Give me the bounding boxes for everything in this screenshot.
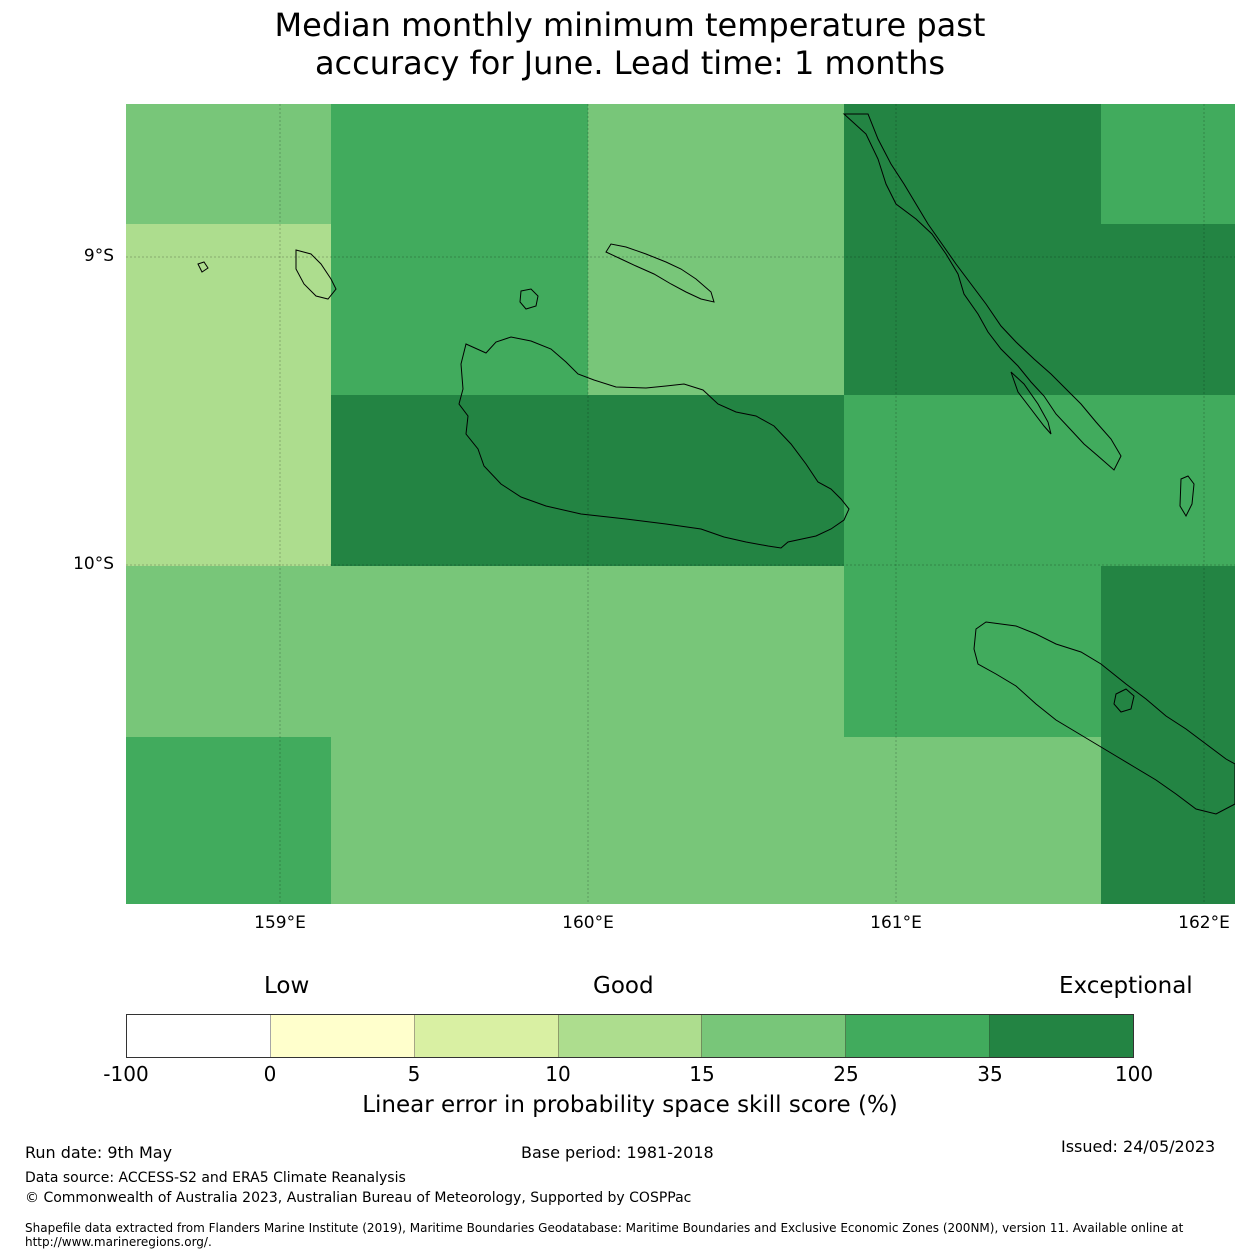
map-svg (126, 104, 1235, 904)
colorbar-segment (990, 1015, 1134, 1057)
island-malaita-north (1010, 371, 1052, 435)
grid-cell (126, 104, 331, 224)
colorbar (126, 1014, 1134, 1058)
grid-cell (331, 104, 588, 395)
shapefile-credit: Shapefile data extracted from Flanders M… (25, 1221, 1184, 1249)
grid-cell (844, 395, 1235, 566)
grid-cell (126, 224, 331, 566)
legend-good-label: Good (593, 973, 654, 999)
grid-cell (844, 104, 1101, 224)
island-russell (295, 249, 337, 300)
grid-cell (844, 224, 1235, 395)
legend-low-label: Low (264, 973, 310, 999)
colorbar-label: Linear error in probability space skill … (362, 1092, 898, 1118)
colorbar-segment (558, 1015, 703, 1057)
colorbar-segment (702, 1015, 847, 1057)
lon-label-161e: 161°E (870, 913, 922, 933)
colorbar-tick: 0 (263, 1062, 277, 1086)
copyright: © Commonwealth of Australia 2023, Austra… (25, 1190, 692, 1206)
island-small-east (1179, 475, 1195, 518)
grid-cell (844, 566, 1101, 737)
colorbar-tick: 15 (689, 1062, 715, 1086)
colorbar-segment (846, 1015, 991, 1057)
base-period: Base period: 1981-2018 (521, 1143, 714, 1162)
chart-title: Median monthly minimum temperature past … (0, 6, 1260, 82)
colorbar-tick: 10 (545, 1062, 571, 1086)
title-line-1: Median monthly minimum temperature past (274, 6, 986, 44)
colorbar-tick: 25 (833, 1062, 859, 1086)
island-isabel (842, 113, 1122, 471)
island-makira (973, 621, 1235, 815)
grid-cell (1101, 566, 1235, 904)
colorbar-tick: 100 (1114, 1062, 1154, 1086)
island-small-west (197, 261, 209, 273)
skill-grid (126, 104, 1235, 904)
lat-label-9s: 9°S (83, 246, 114, 266)
grid-cell (126, 566, 844, 737)
colorbar-tick: 5 (407, 1062, 421, 1086)
colorbar-segment (414, 1015, 559, 1057)
grid-cell (1101, 104, 1235, 224)
colorbar-segment (127, 1015, 271, 1057)
island-ulawa (1113, 688, 1135, 713)
legend-exceptional-label: Exceptional (1059, 973, 1193, 999)
lon-label-160e: 160°E (562, 913, 614, 933)
title-line-2: accuracy for June. Lead time: 1 months (314, 44, 946, 82)
issued-date: Issued: 24/05/2023 (1061, 1137, 1216, 1156)
colorbar-tick: -100 (103, 1062, 149, 1086)
grid-cell (331, 395, 844, 566)
run-date: Run date: 9th May (25, 1143, 173, 1162)
coastlines (197, 113, 1235, 815)
grid-cell (331, 737, 1101, 904)
lat-label-10s: 10°S (73, 554, 114, 574)
lon-label-159e: 159°E (254, 913, 306, 933)
island-savo (519, 288, 539, 310)
colorbar-segment (270, 1015, 415, 1057)
grid-cell (126, 737, 331, 904)
graticule (126, 104, 1235, 904)
lon-label-162e: 162°E (1178, 913, 1230, 933)
data-source: Data source: ACCESS-S2 and ERA5 Climate … (25, 1170, 406, 1186)
map-panel (126, 104, 1235, 904)
colorbar-tick: 35 (977, 1062, 1003, 1086)
island-guadalcanal (458, 336, 850, 549)
grid-cell (588, 104, 844, 395)
island-florida (605, 243, 715, 303)
